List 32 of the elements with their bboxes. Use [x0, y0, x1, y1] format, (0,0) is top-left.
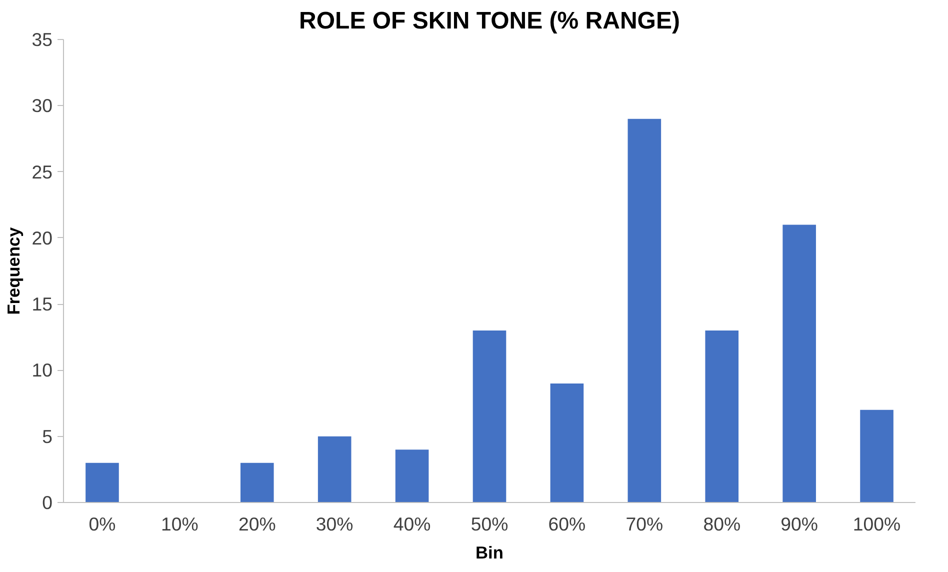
y-tick-label: 0: [42, 492, 53, 513]
chart-title: ROLE OF SKIN TONE (% RANGE): [299, 8, 680, 34]
bar: [240, 462, 274, 502]
y-tick-label: 25: [32, 161, 53, 182]
y-tick-label: 15: [32, 294, 53, 315]
bar: [472, 330, 506, 502]
y-tick-label: 35: [32, 29, 53, 50]
x-axis-title: Bin: [476, 542, 504, 562]
bar: [86, 462, 119, 502]
x-tick-label: 50%: [470, 514, 508, 534]
x-tick-label: 40%: [393, 514, 431, 534]
y-tick-label: 30: [32, 95, 53, 116]
x-tick-label: 80%: [703, 514, 741, 534]
bar: [860, 410, 894, 502]
bar: [628, 118, 662, 502]
bar: [705, 330, 739, 502]
bar: [318, 436, 352, 502]
x-tick-label: 0%: [88, 514, 116, 534]
x-tick-label: 30%: [316, 514, 354, 534]
y-axis-title: Frequency: [4, 226, 24, 315]
x-tick-label: 70%: [626, 514, 664, 534]
bar: [782, 224, 816, 502]
bar: [395, 450, 429, 502]
bar: [550, 383, 584, 502]
x-tick-label: 10%: [161, 514, 198, 534]
y-tick-label: 10: [32, 360, 53, 381]
x-tick-label: 100%: [852, 514, 901, 534]
x-tick-label: 60%: [548, 514, 586, 534]
y-tick-label: 5: [42, 426, 53, 447]
y-tick-label: 20: [32, 227, 53, 248]
x-tick-label: 90%: [780, 514, 818, 534]
x-tick-label: 20%: [238, 514, 276, 534]
